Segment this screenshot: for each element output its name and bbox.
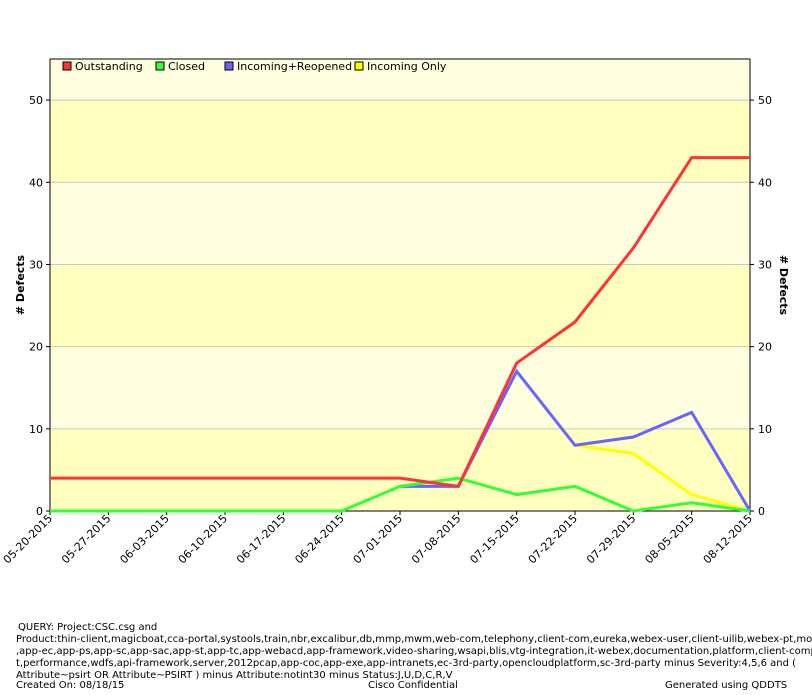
x-tick-label: 07-22-2015 <box>526 512 580 566</box>
defect-trend-chart: 0 10 20 30 40 50 0 10 20 30 40 50 05-20-2015 05-27-… <box>1 58 790 566</box>
x-tick-label: 06-10-2015 <box>176 512 230 566</box>
plot-band <box>50 100 750 183</box>
generated-label: Generated using QDDTS <box>665 680 788 691</box>
query-line: Attribute~psirt OR Attribute~PSIRT ) min… <box>16 670 453 681</box>
y-tick-label-left: 0 <box>36 505 43 518</box>
series-line-incoming-only <box>574 443 751 513</box>
x-tick-label: 07-29-2015 <box>584 512 638 566</box>
plot-band <box>50 428 750 511</box>
y-tick-label-right: 10 <box>758 423 772 436</box>
y-tick-label-left: 10 <box>29 423 43 436</box>
x-tick-label: 08-05-2015 <box>642 512 696 566</box>
query-line: t,performance,wdfs,api-framework,server,… <box>16 658 797 669</box>
y-tick-label-left: 20 <box>29 341 43 354</box>
x-tick-label: 06-03-2015 <box>117 512 171 566</box>
y-tick-label-left: 30 <box>29 258 43 271</box>
series-lines <box>50 156 752 513</box>
x-tick-label: 08-12-2015 <box>701 512 755 566</box>
y-axis-right: 0 10 20 30 40 50 <box>750 94 772 518</box>
legend-swatch-incoming-only <box>354 61 364 71</box>
plot-band <box>50 59 750 101</box>
x-tick-label: 06-17-2015 <box>234 512 288 566</box>
y-tick-label-left: 50 <box>29 94 43 107</box>
series-line-outstanding <box>50 156 750 488</box>
query-line: ,app-ec,app-ps,app-sc,app-sac,app-st,app… <box>16 646 812 657</box>
plot-band <box>50 182 750 265</box>
legend-label-outstanding: Outstanding <box>75 60 143 73</box>
series-line-closed <box>50 476 751 513</box>
y-tick-label-right: 0 <box>758 505 765 518</box>
legend-label-closed: Closed <box>168 60 205 73</box>
legend: Outstanding Closed Incoming+Reopened Incomi… <box>62 60 447 73</box>
legend-label-incoming-only: Incoming Only <box>367 60 447 73</box>
plot-band <box>50 264 750 347</box>
legend-label-incoming-reopened: Incoming+Reopened <box>237 60 352 73</box>
x-tick-label: 05-20-2015 <box>1 512 55 566</box>
plot-background <box>50 59 750 511</box>
y-tick-label-left: 40 <box>29 176 43 189</box>
query-line: Product:thin-client,magicboat,cca-portal… <box>16 634 812 645</box>
confidential-label: Cisco Confidential <box>368 680 458 691</box>
legend-swatch-closed <box>155 61 165 71</box>
y-axis-label-left: # Defects <box>14 254 27 315</box>
grid-lines <box>50 99 750 430</box>
query-text: QUERY: Project:CSC.csg and Product:thin-c… <box>16 622 812 682</box>
plot-band <box>50 346 750 429</box>
y-tick-label-right: 50 <box>758 94 772 107</box>
x-tick-label: 07-01-2015 <box>351 512 405 566</box>
x-tick-label: 07-08-2015 <box>409 512 463 566</box>
created-date: Created On: 08/18/15 <box>16 680 125 691</box>
legend-swatch-outstanding <box>62 61 72 71</box>
y-tick-label-right: 40 <box>758 176 772 189</box>
legend-swatch-incoming-reopened <box>224 61 234 71</box>
query-line: QUERY: Project:CSC.csg and <box>18 622 158 633</box>
x-axis: 05-20-2015 05-27-2015 06-03-2015 06-10-2015… <box>1 511 755 566</box>
x-tick-label: 06-24-2015 <box>292 512 346 566</box>
x-tick-label: 07-15-2015 <box>467 512 521 566</box>
y-axis-label-right: # Defects <box>777 255 790 316</box>
y-tick-label-right: 20 <box>758 341 772 354</box>
y-tick-label-right: 30 <box>758 258 772 271</box>
x-tick-label: 05-27-2015 <box>59 512 113 566</box>
y-axis-left: 0 10 20 30 40 50 <box>29 94 50 518</box>
